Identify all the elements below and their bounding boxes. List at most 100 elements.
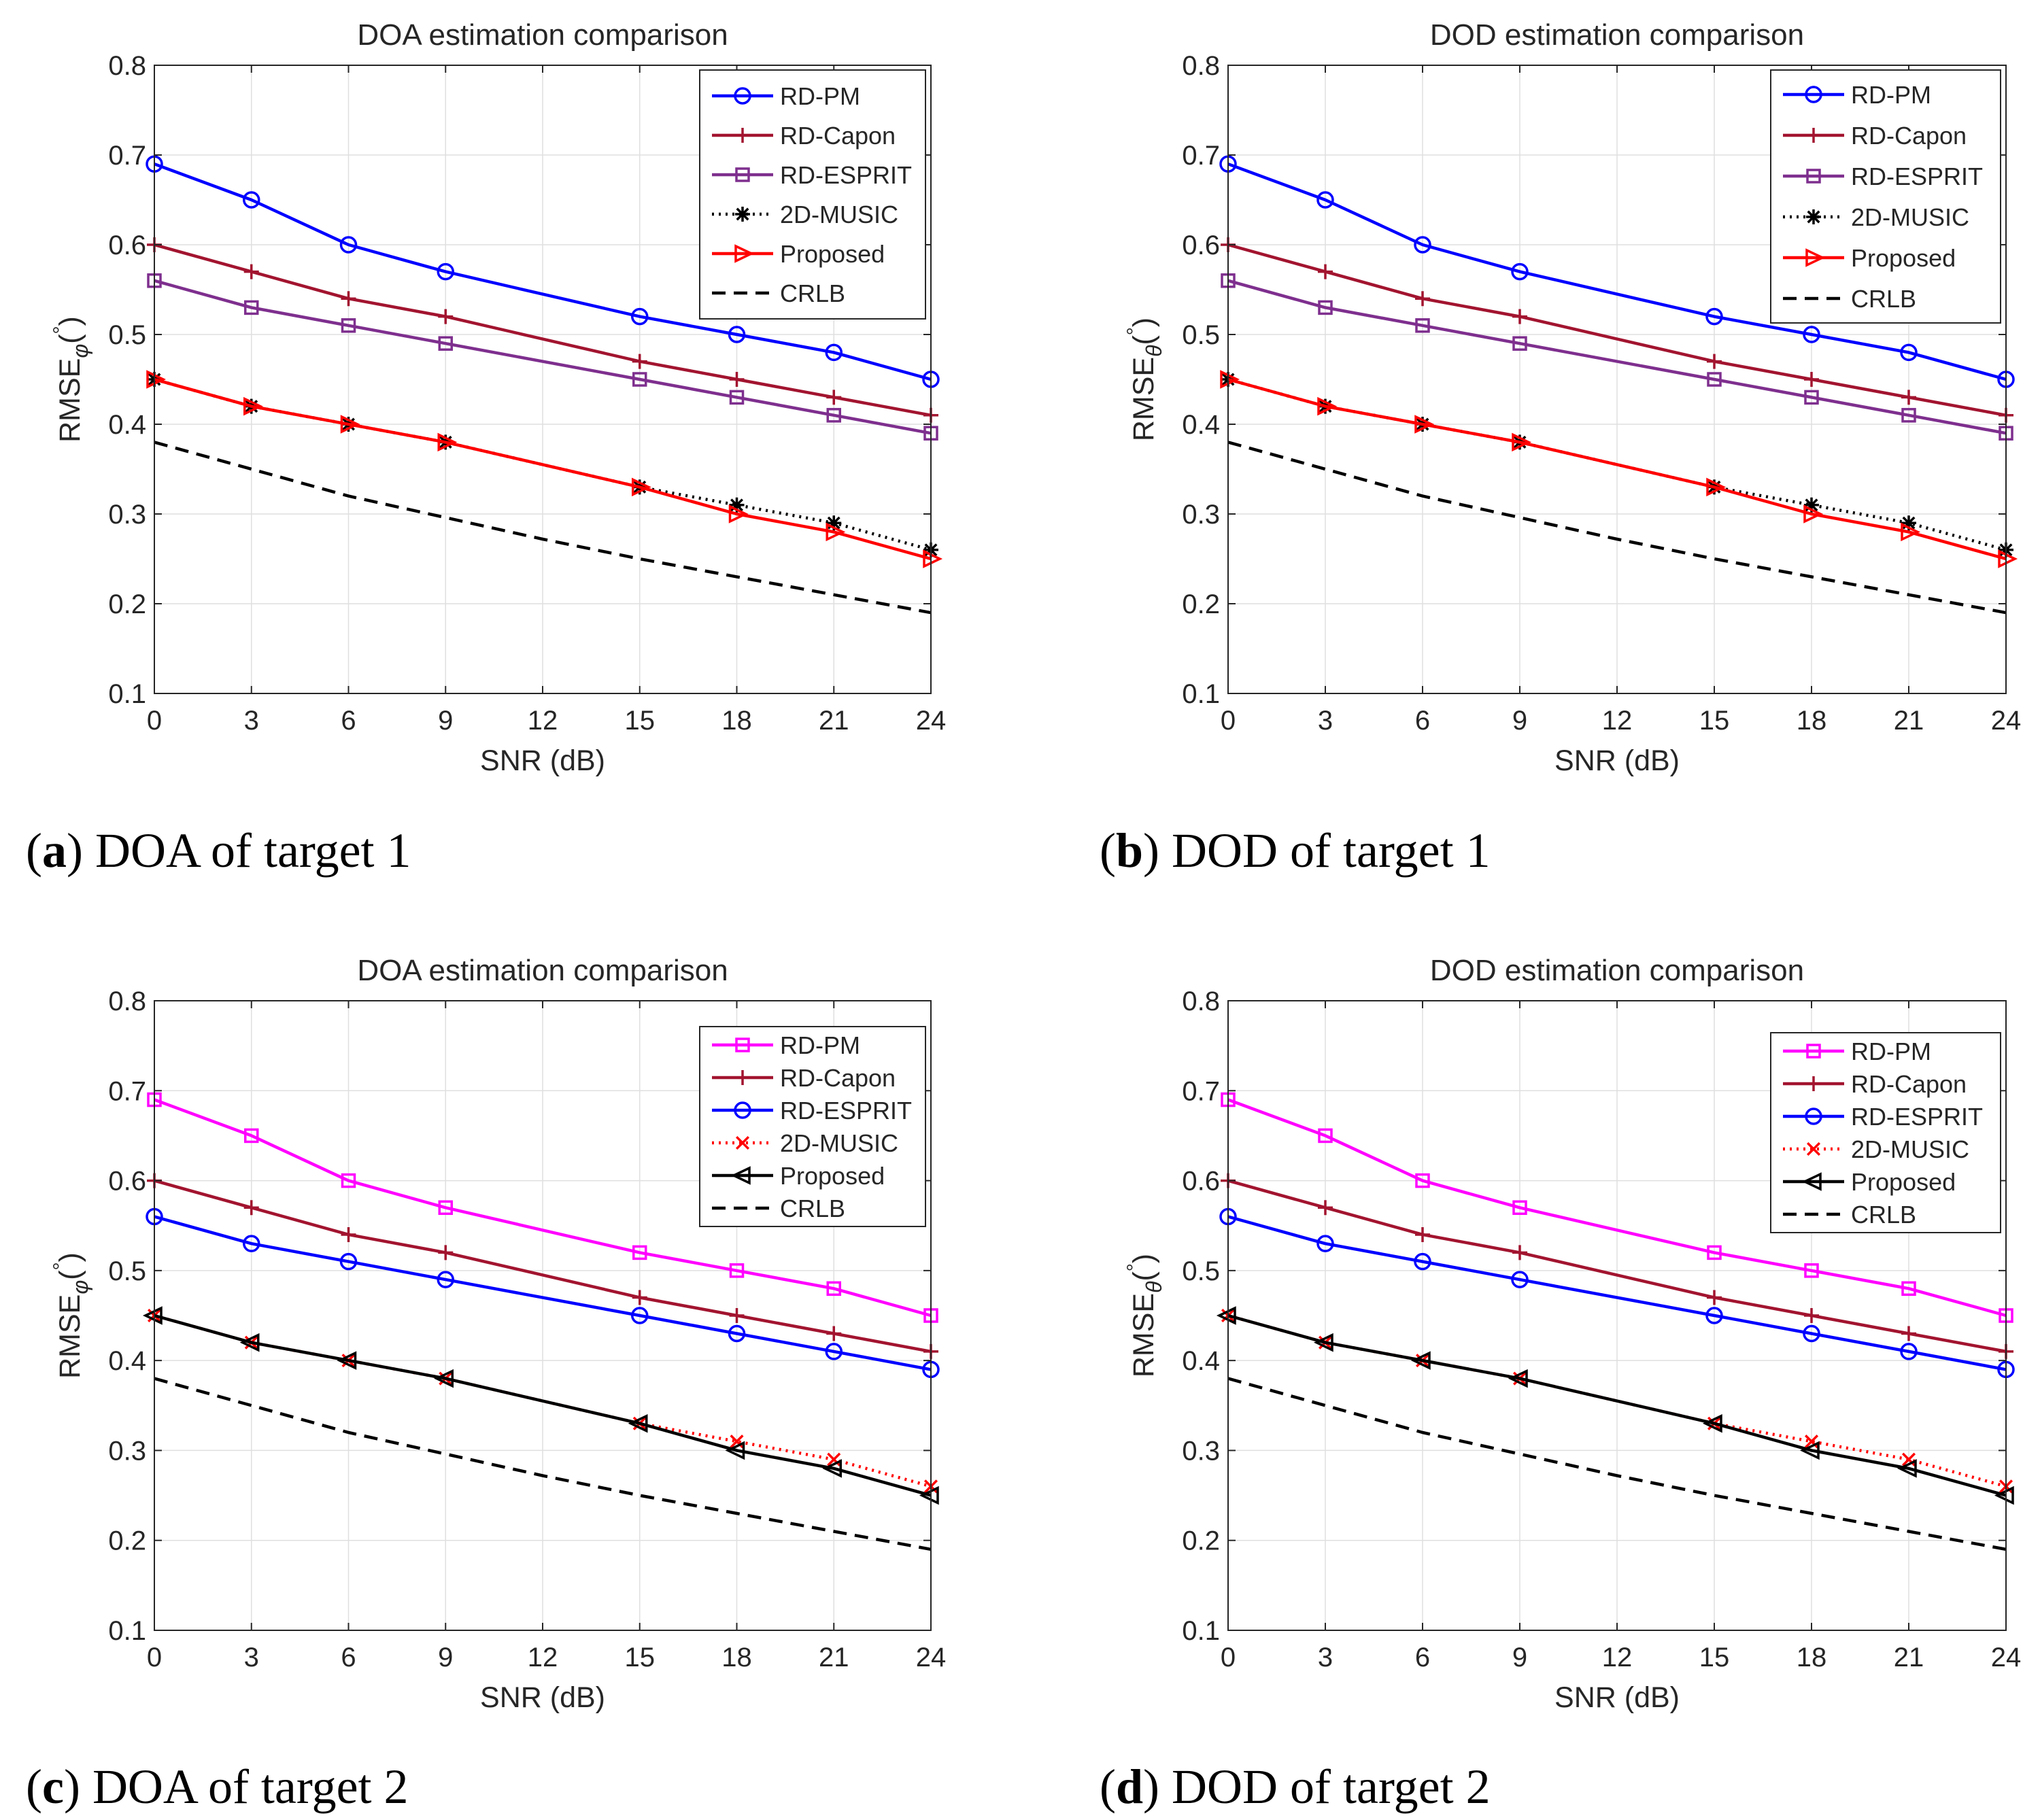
y-label-paren-close: ) [1127, 1254, 1160, 1263]
series-line [1227, 441, 2007, 615]
x-tick-label: 12 [528, 1643, 558, 1672]
legend-label: RD-ESPRIT [780, 1097, 912, 1124]
data-point [1512, 309, 1527, 324]
data-point [729, 372, 745, 387]
data-point [1318, 300, 1333, 315]
legend-item-rd-capon: RD-Capon [1783, 1070, 1967, 1098]
y-tick-label: 0.8 [1182, 986, 1220, 1016]
legend-item-rd-capon: RD-Capon [1783, 122, 1967, 150]
y-tick-label: 0.7 [108, 141, 146, 171]
caption-letter: a [42, 823, 67, 878]
data-point [1317, 396, 1338, 416]
figure-caption: (a) DOA of target 1 [26, 823, 411, 878]
y-tick-label: 0.3 [1182, 500, 1220, 530]
y-tick-label: 0.3 [108, 1436, 146, 1466]
y-label-paren-open: ( [1127, 335, 1160, 345]
series-crlb [1227, 1377, 2007, 1551]
legend: RD-PM RD-Capon RD-ESPRIT 2D-MUSIC Proposed CR… [1770, 69, 2001, 324]
chart-panel-2: 0 3 6 9 12 15 18 21 24 0.1 0.2 0.3 0.4 0.5 0.6 0.7 0.8 DO… [1100, 18, 2021, 878]
data-point [1216, 1306, 1236, 1325]
y-tick-label: 0.8 [108, 51, 146, 81]
x-tick-label: 9 [1512, 1643, 1527, 1672]
data-point [1901, 390, 1916, 405]
series-rd-esprit [1219, 1207, 2015, 1379]
legend-marker [735, 207, 750, 222]
data-point [243, 191, 260, 209]
legend-marker [735, 1135, 750, 1150]
legend-item-crlb: CRLB [712, 1195, 845, 1222]
data-point [1901, 522, 1921, 542]
data-point [341, 1226, 356, 1242]
x-tick-label: 3 [1318, 706, 1333, 736]
data-point [1804, 1263, 1819, 1278]
data-point [1804, 1308, 1819, 1323]
data-point [1901, 1281, 1916, 1297]
legend-marker [1806, 1141, 1821, 1156]
legend-label: RD-Capon [780, 1064, 896, 1092]
data-point [1318, 1200, 1333, 1216]
data-point [728, 504, 749, 523]
data-point [822, 1459, 842, 1478]
data-point [826, 515, 842, 531]
y-tick-label: 0.5 [1182, 1256, 1220, 1286]
data-point [1901, 408, 1916, 423]
legend-item-rd-capon: RD-Capon [712, 1064, 896, 1092]
legend-label: Proposed [1851, 1168, 1956, 1196]
data-point [341, 1173, 356, 1188]
legend-marker [1806, 128, 1821, 143]
data-point [339, 236, 358, 254]
data-point [1415, 1173, 1430, 1188]
legend-item-2d-music: 2D-MUSIC [1783, 203, 1969, 231]
data-point [438, 1245, 454, 1260]
data-point [826, 408, 841, 423]
legend-marker [734, 87, 751, 105]
legend-label: RD-ESPRIT [1851, 162, 1983, 190]
chart-title: DOD estimation comparison [1430, 18, 1804, 52]
series-line [1227, 279, 2007, 435]
legend: RD-PM RD-Capon RD-ESPRIT 2D-MUSIC Proposed CR… [699, 69, 926, 320]
chart-title: DOA estimation comparison [357, 18, 728, 52]
y-label-subscript: φ [68, 1280, 92, 1294]
legend-item-rd-esprit: RD-ESPRIT [712, 161, 912, 189]
y-tick-label: 0.7 [1182, 1076, 1220, 1106]
x-axis-label: SNR (dB) [1554, 1681, 1680, 1714]
data-point [729, 1263, 745, 1278]
x-tick-label: 18 [1797, 706, 1827, 736]
data-point [438, 309, 454, 324]
data-point [340, 415, 360, 434]
legend-item-rd-capon: RD-Capon [712, 122, 896, 150]
y-label-base: RMSE [54, 1294, 86, 1379]
legend-label: RD-PM [1851, 81, 1931, 109]
x-axis-label: SNR (dB) [480, 1681, 605, 1714]
x-tick-label: 21 [819, 706, 849, 736]
legend-marker [1806, 209, 1821, 224]
legend-item-2d-music: 2D-MUSIC [1783, 1135, 1969, 1163]
data-point [825, 1343, 843, 1360]
y-label-base: RMSE [1127, 357, 1160, 441]
legend-marker [735, 167, 750, 182]
data-point [341, 318, 356, 333]
x-tick-label: 18 [1797, 1643, 1827, 1672]
series-rd-esprit [1221, 273, 2013, 441]
x-tick-label: 3 [244, 1643, 259, 1672]
series-crlb [1227, 441, 2007, 615]
data-point [923, 549, 943, 568]
series-proposed [1220, 370, 2018, 568]
series-line [154, 243, 932, 417]
data-point [728, 326, 746, 343]
legend-marker [1801, 1172, 1822, 1191]
x-axis-label: SNR (dB) [1554, 744, 1680, 777]
x-tick-label: 21 [819, 1643, 849, 1672]
y-label-subscript: φ [68, 344, 92, 358]
data-point [628, 1413, 648, 1433]
data-point [1707, 372, 1722, 387]
y-tick-label: 0.4 [108, 410, 146, 440]
data-point [434, 1369, 454, 1388]
legend-label: 2D-MUSIC [780, 1129, 898, 1157]
y-tick-label: 0.7 [1182, 141, 1220, 171]
legend-label: RD-ESPRIT [1851, 1103, 1983, 1131]
caption-paren-close: ) [67, 823, 83, 878]
series-proposed [1216, 1306, 2014, 1505]
data-point [437, 1271, 454, 1288]
y-axis-label: RMSEφ(°) [50, 316, 92, 443]
